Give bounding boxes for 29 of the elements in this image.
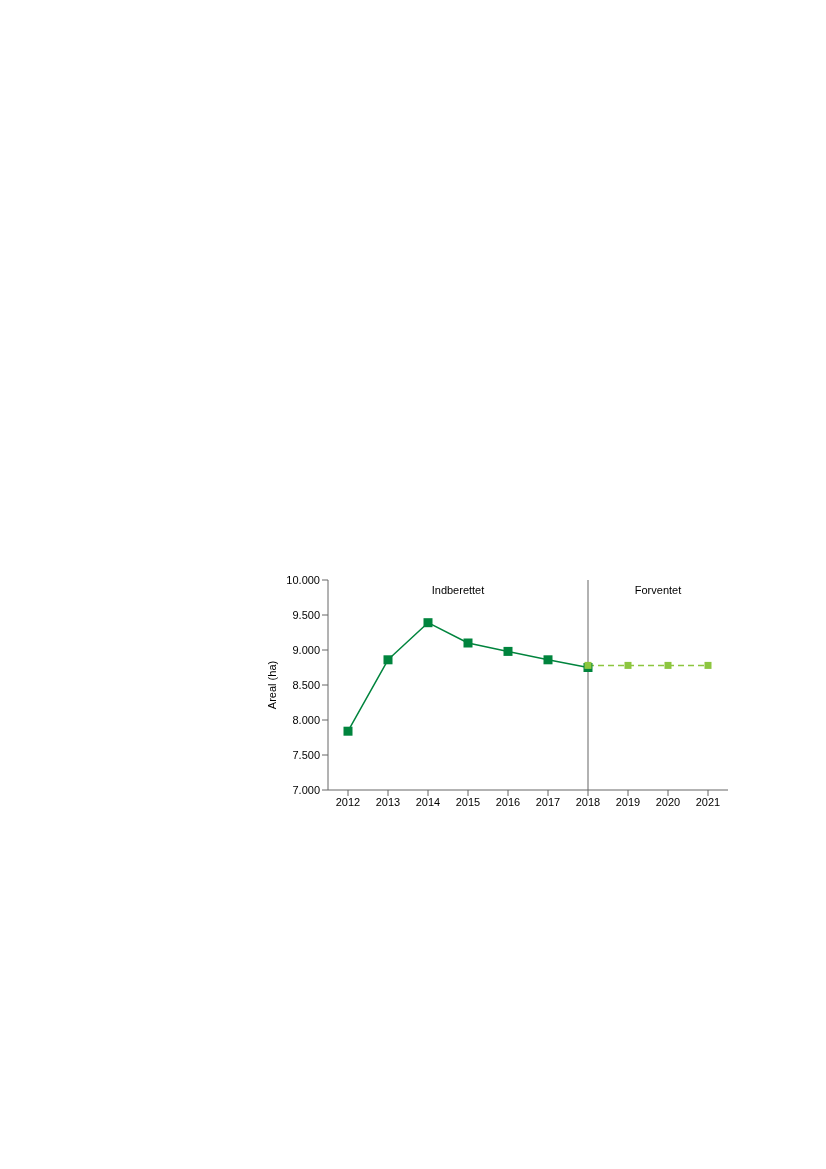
y-tick-label: 7.500 bbox=[292, 748, 320, 761]
annotation: Indberettet bbox=[431, 584, 485, 596]
y-tick-label: 7.000 bbox=[292, 783, 320, 796]
x-tick-label: 2013 bbox=[375, 795, 401, 808]
point bbox=[463, 638, 473, 648]
point bbox=[543, 655, 553, 665]
y-tick-label: 9.000 bbox=[292, 643, 320, 656]
x-tick-label: 2016 bbox=[495, 795, 521, 808]
y-tick-label: 8.000 bbox=[292, 713, 320, 726]
point bbox=[343, 726, 353, 736]
y-tick-label: 9.500 bbox=[292, 608, 320, 621]
y-axis-title: Areal (ha) bbox=[265, 660, 278, 710]
point bbox=[383, 655, 393, 665]
point bbox=[664, 661, 672, 669]
y-tick-label: 8.500 bbox=[292, 678, 320, 691]
x-tick-label: 2018 bbox=[575, 795, 601, 808]
y-tick-label: 10.000 bbox=[286, 573, 320, 586]
x-tick-label: 2012 bbox=[335, 795, 361, 808]
x-tick-label: 2021 bbox=[695, 795, 721, 808]
x-tick-label: 2014 bbox=[415, 795, 441, 808]
x-tick-label: 2020 bbox=[655, 795, 681, 808]
x-tick-label: 2015 bbox=[455, 795, 481, 808]
point bbox=[624, 661, 632, 669]
x-tick-label: 2019 bbox=[615, 795, 641, 808]
x-tick-label: 2017 bbox=[535, 795, 561, 808]
annotation: Forventet bbox=[634, 584, 682, 596]
point bbox=[503, 646, 513, 656]
point bbox=[423, 618, 433, 628]
point bbox=[704, 661, 712, 669]
